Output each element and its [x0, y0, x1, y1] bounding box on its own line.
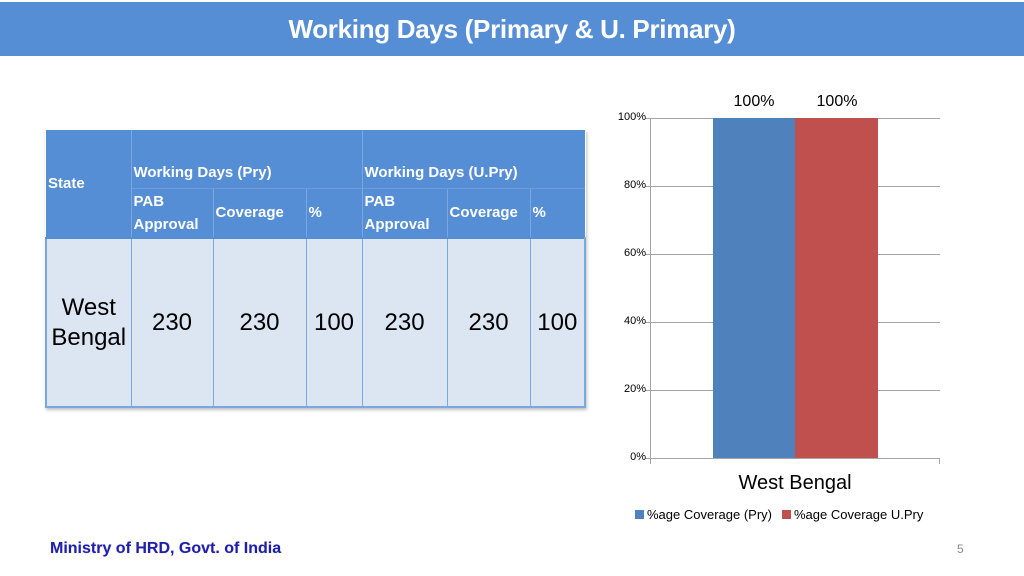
legend-item-upry: %age Coverage U.Pry: [782, 507, 923, 522]
ytick-mark: [645, 254, 650, 255]
header-upry-percent: %: [529, 187, 586, 238]
legend-label: %age Coverage (Pry): [647, 507, 772, 522]
x-axis: [650, 458, 940, 459]
ytick-label: 20%: [623, 383, 646, 395]
cell-pry-pab-approval: 230: [130, 237, 213, 408]
ytick-label: 80%: [623, 179, 646, 191]
header-pry-percent: %: [305, 187, 363, 238]
ytick-mark: [645, 458, 650, 459]
bar-pry-coverage: [713, 118, 795, 458]
coverage-bar-chart: 100% 80% 60% 40% 20% 0% 100% 100% West B…: [600, 88, 1024, 528]
bar-upry-coverage: [795, 118, 878, 458]
header-working-days-upry: Working Days (U.Pry): [361, 130, 586, 188]
ytick-label: 40%: [623, 315, 646, 327]
ytick-label: 0%: [630, 451, 646, 463]
chart-legend: %age Coverage (Pry) %age Coverage U.Pry: [635, 507, 923, 522]
ytick-mark: [645, 118, 650, 119]
header-upry-coverage: Coverage: [446, 187, 531, 238]
plot-area: 100% 80% 60% 40% 20% 0% 100% 100%: [618, 93, 940, 464]
bar-label-upry: 100%: [816, 93, 858, 110]
cell-pry-percent: 100: [305, 237, 363, 408]
xtick-mark: [939, 458, 940, 464]
header-state: State: [46, 130, 131, 238]
x-category-label: West Bengal: [738, 472, 852, 494]
working-days-table: State Working Days (Pry) Working Days (U…: [45, 130, 587, 408]
legend-label: %age Coverage U.Pry: [794, 507, 924, 522]
legend-swatch-icon: [782, 510, 791, 519]
title-bar: Working Days (Primary & U. Primary): [0, 2, 1024, 56]
ytick-label: 60%: [623, 247, 646, 259]
cell-state: West Bengal: [45, 237, 131, 408]
header-pry-coverage: Coverage: [212, 187, 306, 238]
ytick-mark: [645, 186, 650, 187]
cell-upry-coverage: 230: [446, 237, 531, 408]
cell-upry-pab-approval: 230: [361, 237, 448, 408]
cell-upry-percent: 100: [529, 237, 587, 408]
y-axis: [650, 118, 651, 458]
table-row: West Bengal 230 230 100 230 230 100: [45, 237, 587, 408]
header-upry-pab-approval: PAB Approval: [361, 187, 448, 238]
cell-pry-coverage: 230: [212, 237, 306, 408]
header-working-days-pry: Working Days (Pry): [130, 130, 363, 188]
legend-swatch-icon: [635, 510, 644, 519]
ytick-mark: [645, 322, 650, 323]
xtick-mark: [650, 458, 651, 464]
ytick-label: 100%: [617, 111, 646, 123]
legend-item-pry: %age Coverage (Pry): [635, 507, 772, 522]
slide-title: Working Days (Primary & U. Primary): [288, 13, 736, 44]
bar-label-pry: 100%: [733, 93, 775, 110]
header-pry-pab-approval: PAB Approval: [130, 187, 213, 238]
ytick-mark: [645, 390, 650, 391]
footer-ministry: Ministry of HRD, Govt. of India: [50, 540, 282, 557]
page-number: 5: [957, 542, 964, 556]
